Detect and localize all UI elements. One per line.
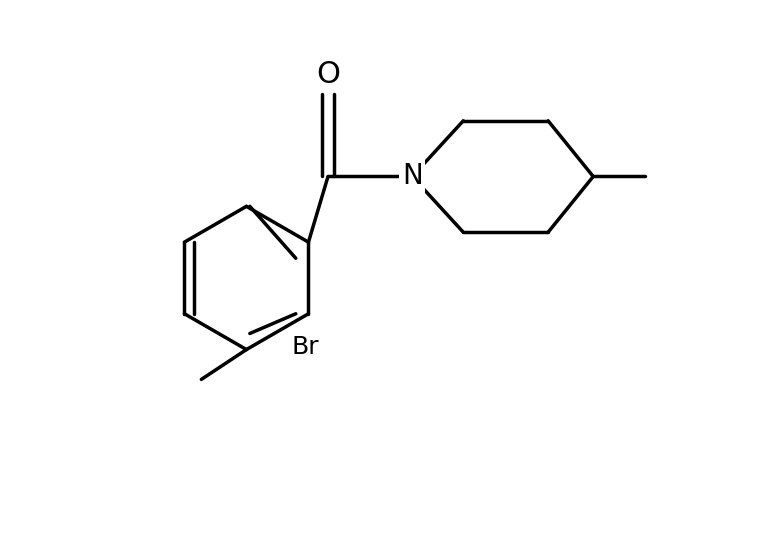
Text: N: N xyxy=(401,162,422,190)
Text: Br: Br xyxy=(291,335,319,359)
Text: O: O xyxy=(316,60,340,89)
